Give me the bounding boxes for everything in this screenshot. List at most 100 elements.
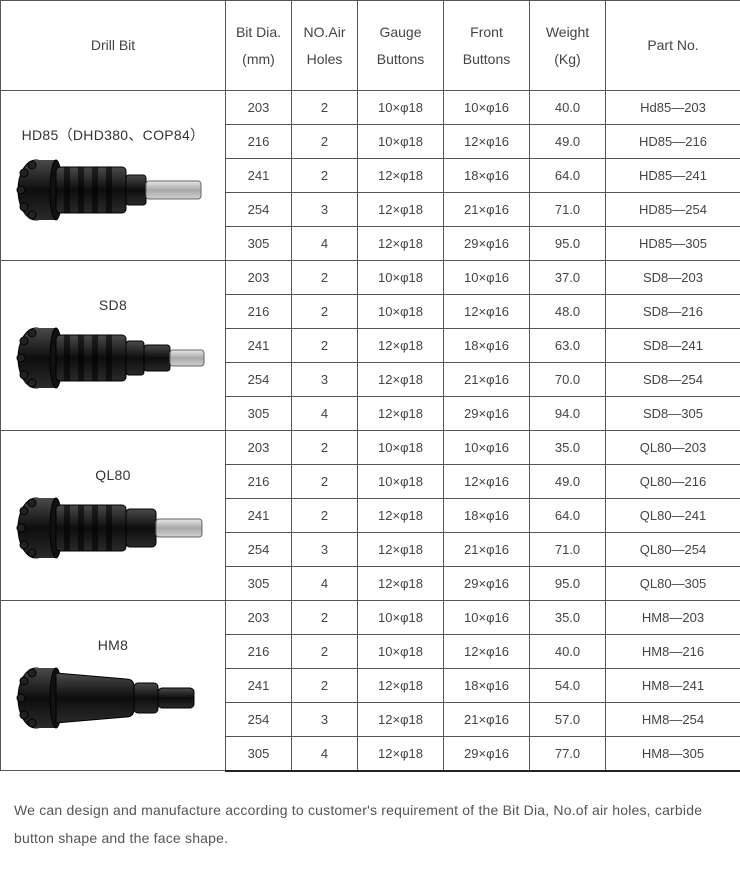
cell-front: 12×φ16 xyxy=(444,125,530,159)
cell-gauge: 12×φ18 xyxy=(358,329,444,363)
cell-gauge: 12×φ18 xyxy=(358,567,444,601)
cell-dia: 254 xyxy=(226,703,292,737)
cell-holes: 3 xyxy=(292,533,358,567)
cell-holes: 2 xyxy=(292,329,358,363)
cell-dia: 203 xyxy=(226,261,292,295)
table-body: HD85（DHD380、COP84）203210×φ1810×φ1640.0Hd… xyxy=(1,91,740,771)
cell-holes: 2 xyxy=(292,499,358,533)
table-header-row: Drill Bit Bit Dia.(mm) NO.AirHoles Gauge… xyxy=(1,1,740,91)
table-row: HD85（DHD380、COP84）203210×φ1810×φ1640.0Hd… xyxy=(1,91,740,125)
cell-part: Hd85—203 xyxy=(606,91,740,125)
cell-holes: 2 xyxy=(292,431,358,465)
cell-gauge: 12×φ18 xyxy=(358,193,444,227)
cell-part: SD8—203 xyxy=(606,261,740,295)
cell-holes: 2 xyxy=(292,669,358,703)
cell-weight: 49.0 xyxy=(530,125,606,159)
drill-bit-icon xyxy=(16,663,211,735)
cell-part: QL80—241 xyxy=(606,499,740,533)
cell-weight: 63.0 xyxy=(530,329,606,363)
cell-holes: 3 xyxy=(292,703,358,737)
cell-dia: 241 xyxy=(226,329,292,363)
cell-gauge: 12×φ18 xyxy=(358,397,444,431)
cell-dia: 216 xyxy=(226,465,292,499)
cell-holes: 2 xyxy=(292,125,358,159)
col-header-bit: Drill Bit xyxy=(1,1,226,91)
cell-weight: 35.0 xyxy=(530,431,606,465)
cell-gauge: 12×φ18 xyxy=(358,703,444,737)
table-row: QL80203210×φ1810×φ1635.0QL80—203 xyxy=(1,431,740,465)
cell-weight: 77.0 xyxy=(530,737,606,771)
cell-part: HM8—254 xyxy=(606,703,740,737)
cell-gauge: 12×φ18 xyxy=(358,737,444,771)
bit-label: HM8 xyxy=(3,637,223,653)
cell-front: 21×φ16 xyxy=(444,703,530,737)
cell-front: 12×φ16 xyxy=(444,295,530,329)
bit-cell: SD8 xyxy=(1,261,226,431)
col-header-front: FrontButtons xyxy=(444,1,530,91)
cell-weight: 57.0 xyxy=(530,703,606,737)
cell-front: 21×φ16 xyxy=(444,193,530,227)
cell-weight: 40.0 xyxy=(530,91,606,125)
cell-weight: 71.0 xyxy=(530,193,606,227)
cell-dia: 203 xyxy=(226,431,292,465)
cell-holes: 2 xyxy=(292,601,358,635)
cell-front: 10×φ16 xyxy=(444,91,530,125)
cell-dia: 241 xyxy=(226,159,292,193)
cell-dia: 216 xyxy=(226,125,292,159)
cell-part: SD8—241 xyxy=(606,329,740,363)
cell-part: SD8—254 xyxy=(606,363,740,397)
cell-dia: 241 xyxy=(226,669,292,703)
cell-gauge: 12×φ18 xyxy=(358,669,444,703)
cell-part: HM8—241 xyxy=(606,669,740,703)
cell-dia: 216 xyxy=(226,295,292,329)
drill-bit-icon xyxy=(16,323,211,395)
cell-front: 18×φ16 xyxy=(444,159,530,193)
table-row: HM8203210×φ1810×φ1635.0HM8—203 xyxy=(1,601,740,635)
cell-front: 10×φ16 xyxy=(444,601,530,635)
cell-gauge: 10×φ18 xyxy=(358,91,444,125)
cell-holes: 2 xyxy=(292,261,358,295)
cell-gauge: 10×φ18 xyxy=(358,635,444,669)
cell-part: SD8—305 xyxy=(606,397,740,431)
cell-front: 29×φ16 xyxy=(444,227,530,261)
cell-holes: 3 xyxy=(292,363,358,397)
cell-front: 10×φ16 xyxy=(444,261,530,295)
cell-part: QL80—216 xyxy=(606,465,740,499)
cell-weight: 37.0 xyxy=(530,261,606,295)
cell-dia: 203 xyxy=(226,601,292,635)
cell-holes: 4 xyxy=(292,227,358,261)
cell-part: QL80—203 xyxy=(606,431,740,465)
col-header-part: Part No. xyxy=(606,1,740,91)
cell-part: HD85—305 xyxy=(606,227,740,261)
cell-gauge: 12×φ18 xyxy=(358,533,444,567)
bit-cell: HD85（DHD380、COP84） xyxy=(1,91,226,261)
cell-gauge: 12×φ18 xyxy=(358,499,444,533)
cell-gauge: 12×φ18 xyxy=(358,227,444,261)
cell-holes: 4 xyxy=(292,737,358,771)
cell-weight: 94.0 xyxy=(530,397,606,431)
cell-front: 12×φ16 xyxy=(444,635,530,669)
bit-cell: HM8 xyxy=(1,601,226,771)
cell-front: 18×φ16 xyxy=(444,329,530,363)
col-header-gauge: GaugeButtons xyxy=(358,1,444,91)
cell-front: 18×φ16 xyxy=(444,499,530,533)
cell-front: 10×φ16 xyxy=(444,431,530,465)
cell-holes: 4 xyxy=(292,397,358,431)
cell-front: 29×φ16 xyxy=(444,397,530,431)
cell-front: 18×φ16 xyxy=(444,669,530,703)
cell-weight: 48.0 xyxy=(530,295,606,329)
cell-holes: 2 xyxy=(292,635,358,669)
drill-bit-icon xyxy=(16,155,211,227)
cell-front: 21×φ16 xyxy=(444,363,530,397)
cell-weight: 54.0 xyxy=(530,669,606,703)
cell-weight: 49.0 xyxy=(530,465,606,499)
cell-weight: 95.0 xyxy=(530,567,606,601)
cell-part: HD85—216 xyxy=(606,125,740,159)
cell-gauge: 10×φ18 xyxy=(358,465,444,499)
drill-bit-icon xyxy=(16,493,211,565)
cell-front: 29×φ16 xyxy=(444,737,530,771)
cell-weight: 70.0 xyxy=(530,363,606,397)
col-header-holes: NO.AirHoles xyxy=(292,1,358,91)
cell-dia: 305 xyxy=(226,567,292,601)
footnote-text: We can design and manufacture according … xyxy=(0,772,740,880)
